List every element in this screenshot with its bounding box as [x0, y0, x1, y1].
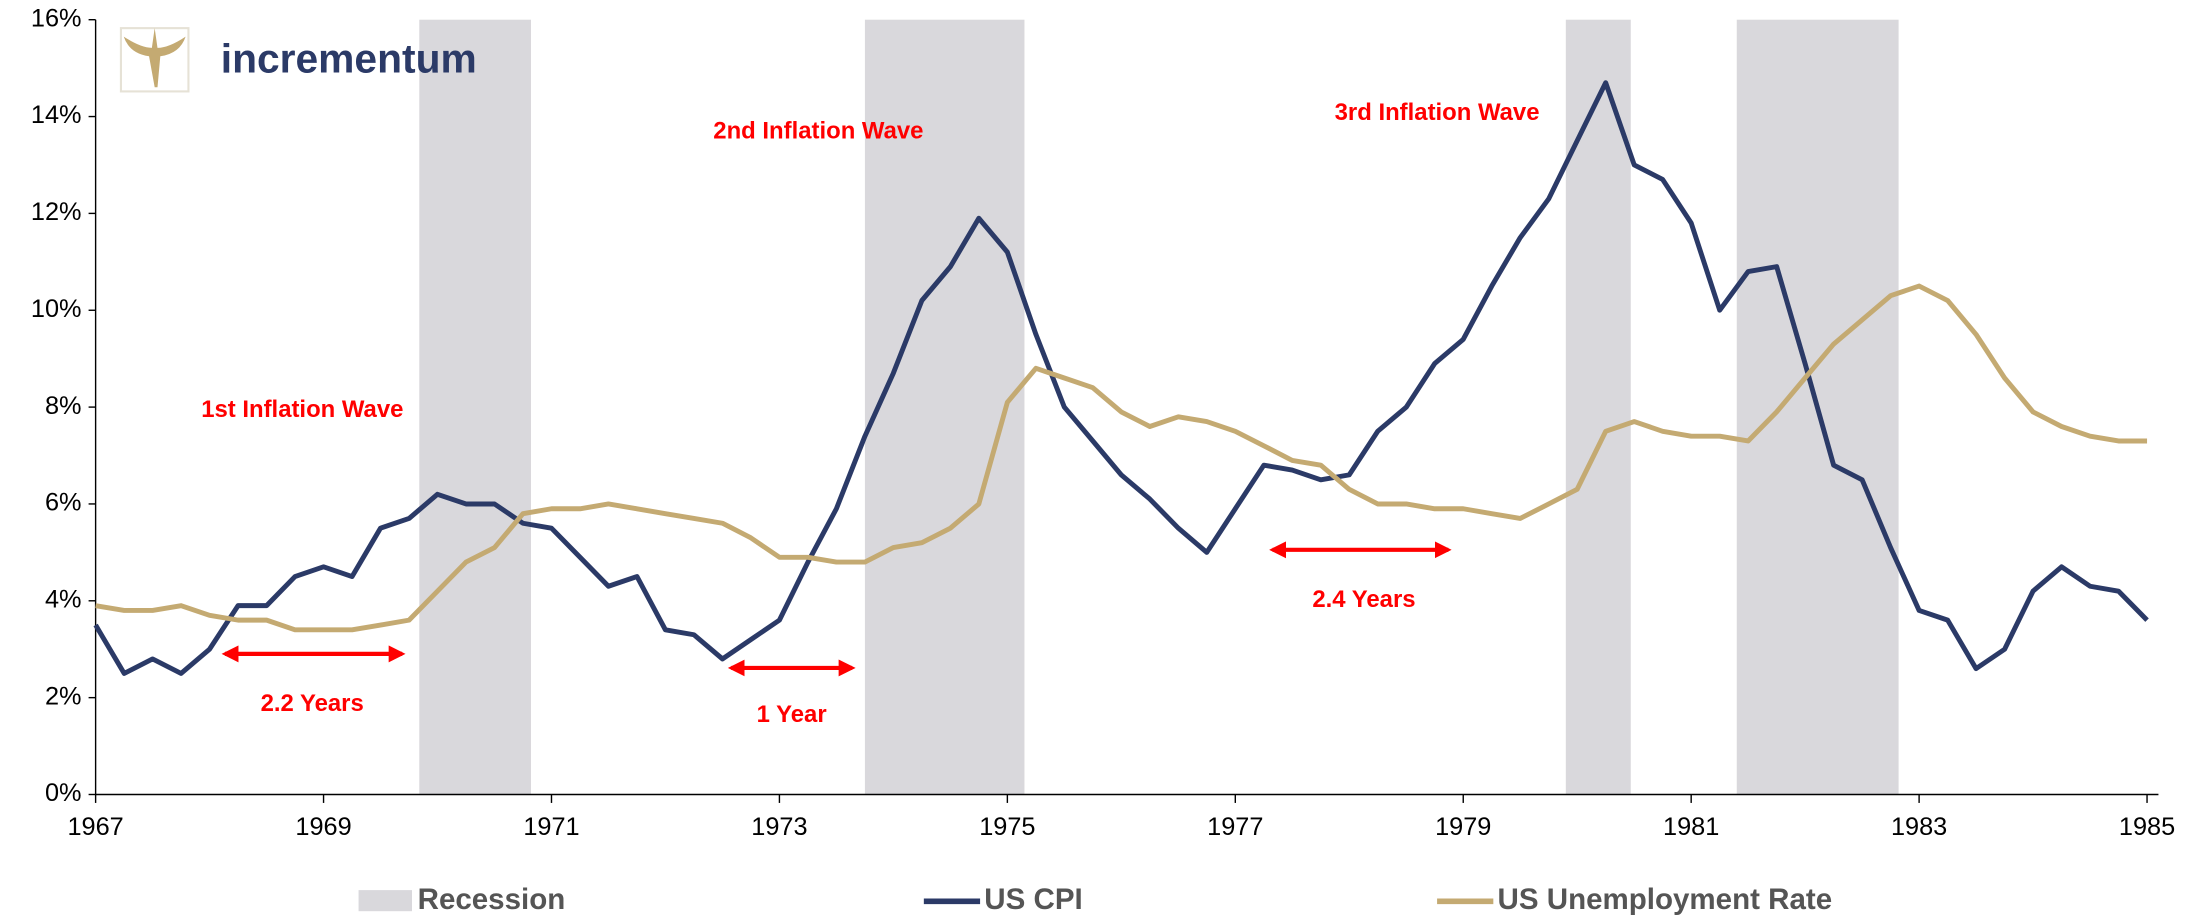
y-tick-label: 6%	[45, 489, 82, 517]
x-tick-label: 1981	[1663, 813, 1719, 841]
x-tick-label: 1985	[2119, 813, 2175, 841]
y-tick-label: 16%	[31, 4, 82, 32]
brand: incrementum	[221, 36, 477, 82]
annotation: 2.2 Years	[261, 690, 364, 717]
arrows	[221, 541, 1452, 677]
y-tick-label: 14%	[31, 101, 82, 129]
x-tick-label: 1977	[1207, 813, 1263, 841]
legend-swatch	[358, 890, 413, 912]
series-line	[95, 283, 2148, 633]
x-tick-label: 1979	[1435, 813, 1491, 841]
y-tick-label: 4%	[45, 585, 82, 613]
annotation: 1 Year	[757, 701, 827, 728]
y-tick-label: 0%	[45, 779, 82, 807]
x-tick-label: 1969	[295, 813, 351, 841]
legend-label: US Unemployment Rate	[1498, 883, 1833, 916]
legend: Recession US CPI US Unemployment Rate	[358, 883, 1833, 916]
recession-layer	[419, 19, 1899, 795]
x-tick-label: 1983	[1891, 813, 1947, 841]
axes-layer: 0% 2% 4% 6% 8% 10% 12% 14% 16% 1967 1969 1971 1973 19…	[31, 4, 2175, 841]
series-line	[93, 80, 2149, 676]
y-tick-label: 10%	[31, 295, 82, 323]
recession-band	[419, 19, 531, 795]
x-tick-label: 1975	[979, 813, 1035, 841]
x-tick-label: 1973	[751, 813, 807, 841]
x-tick-label: 1971	[523, 813, 579, 841]
y-tick-label: 12%	[31, 198, 82, 226]
legend-label: US CPI	[984, 883, 1082, 916]
logo-tree	[123, 28, 186, 88]
annotation: 2.4 Years	[1312, 586, 1415, 613]
x-tick-label: 1967	[67, 813, 123, 841]
annotation: 2nd Inflation Wave	[713, 118, 923, 145]
logo: incrementum	[119, 27, 477, 93]
annotation: 1st Inflation Wave	[201, 396, 403, 423]
annotation: 3rd Inflation Wave	[1335, 99, 1540, 126]
recession-band	[864, 19, 1025, 795]
y-tick-label: 8%	[45, 392, 82, 420]
legend-label: Recession	[418, 883, 566, 916]
logo-frame	[119, 27, 190, 93]
recession-band	[1565, 19, 1631, 795]
lines-layer	[93, 80, 2149, 676]
y-tick-label: 2%	[45, 682, 82, 710]
